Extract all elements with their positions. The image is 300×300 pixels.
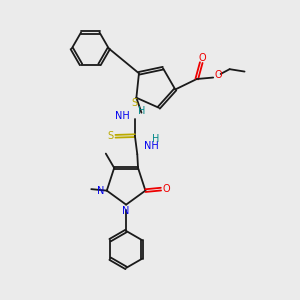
Text: O: O [214,70,222,80]
Text: N: N [122,206,130,216]
Text: S: S [107,131,113,141]
Text: NH: NH [115,111,130,121]
Text: H: H [152,134,159,144]
Text: N: N [97,186,104,196]
Text: O: O [199,53,207,63]
Text: O: O [163,184,170,194]
Text: NH: NH [144,141,159,151]
Text: S: S [131,98,137,108]
Text: H: H [138,106,145,116]
